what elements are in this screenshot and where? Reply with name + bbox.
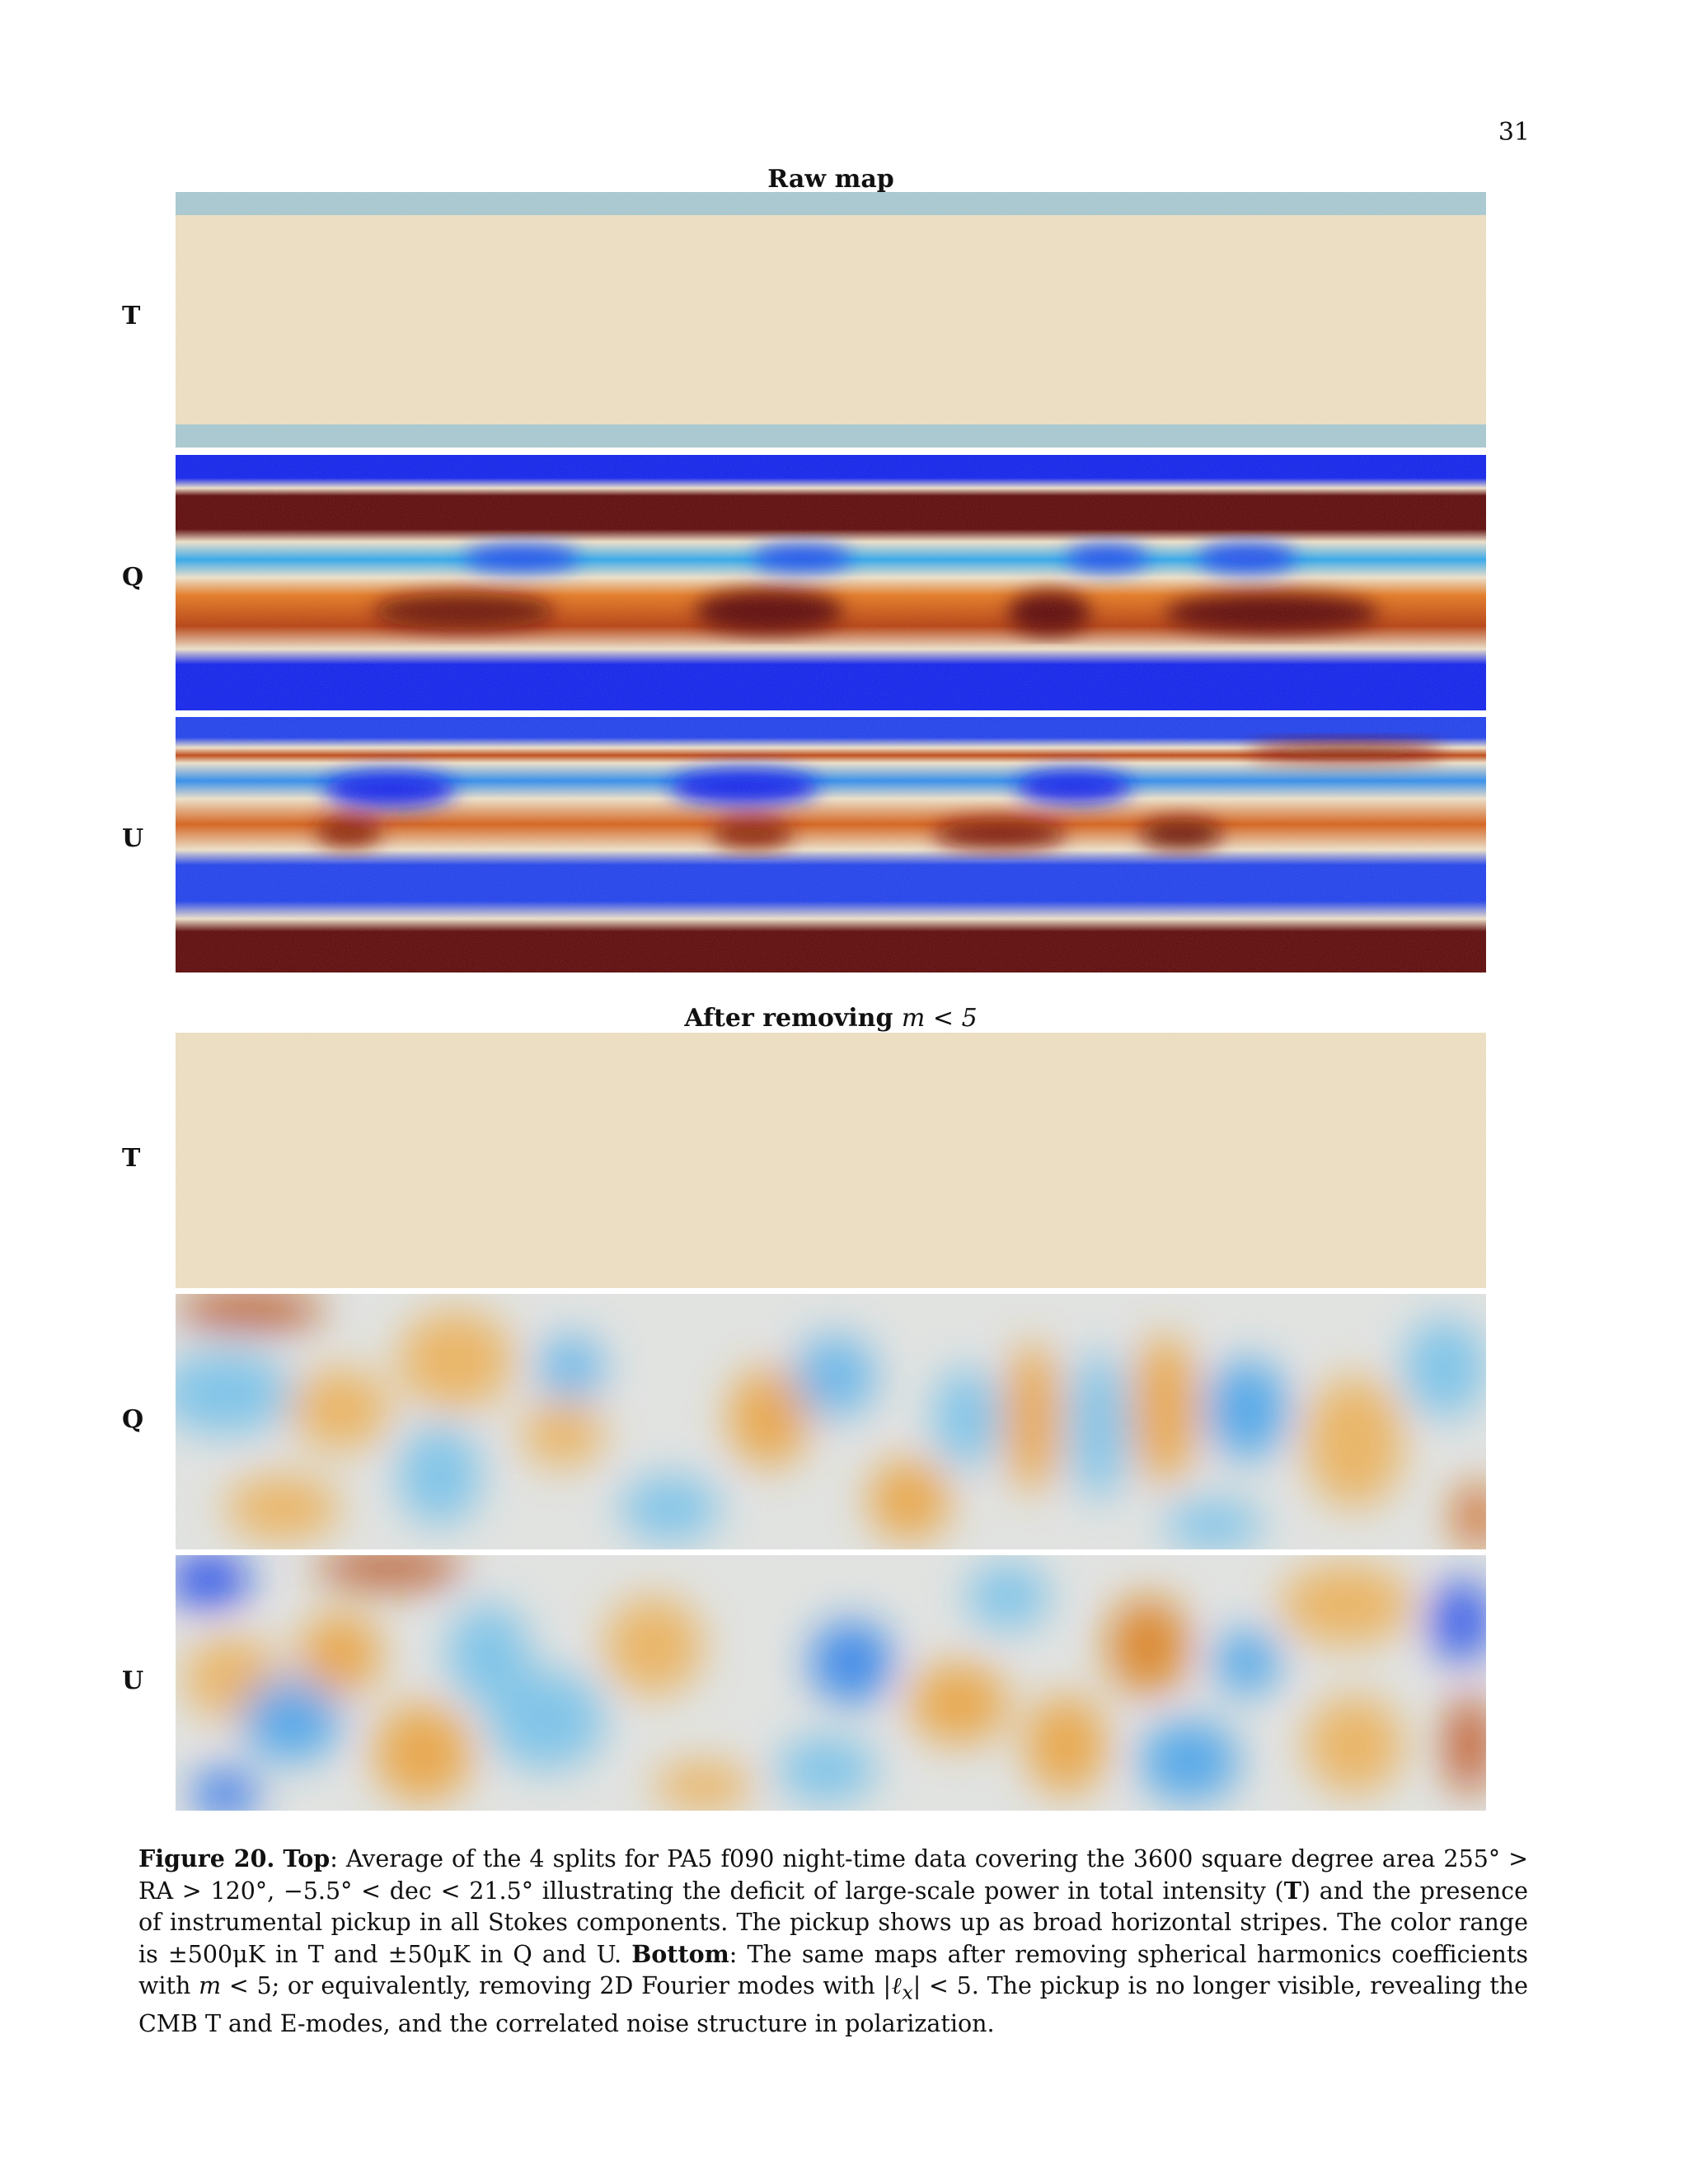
caption-m: m (199, 1972, 222, 1999)
caption-text-3: : The same maps after removing spherical… (138, 1941, 1528, 1999)
after-q-map (176, 1294, 1486, 1549)
raw-u-map (176, 717, 1486, 972)
caption-bottom-label: Bottom (631, 1940, 729, 1968)
caption-text-5: | < 5. The pickup is no longer visible, … (138, 1972, 1528, 2037)
caption-ell-sub: x (902, 1980, 913, 2004)
page-number: 31 (1498, 118, 1530, 147)
row-label-q-raw: Q (122, 563, 144, 592)
row-label-u-raw: U (122, 824, 144, 853)
row-label-t-after: T (122, 1144, 141, 1173)
caption-t-label: T (1283, 1877, 1301, 1905)
after-u-map (176, 1555, 1486, 1811)
caption-text-2: ) and the presence of instrumental picku… (138, 1877, 1528, 1968)
caption-ell: ℓ (891, 1972, 903, 1999)
caption-text-1: : Average of the 4 splits for PA5 f090 n… (138, 1845, 1528, 1905)
caption-figure-label: Figure 20. (138, 1844, 275, 1872)
caption-top-label: Top (283, 1844, 331, 1872)
figure-caption: Figure 20. Top: Average of the 4 splits … (138, 1843, 1528, 2040)
row-label-q-after: Q (122, 1405, 144, 1434)
row-label-u-after: U (122, 1666, 144, 1695)
raw-t-map (176, 192, 1486, 448)
row-label-t-raw: T (122, 302, 141, 330)
after-t-map (176, 1033, 1486, 1288)
panel-title-after: After removing m < 5 (684, 1004, 978, 1033)
panel-title-raw: Raw map (767, 165, 894, 194)
caption-text-4: < 5; or equivalently, removing 2D Fourie… (221, 1972, 892, 1999)
raw-q-map (176, 455, 1486, 710)
